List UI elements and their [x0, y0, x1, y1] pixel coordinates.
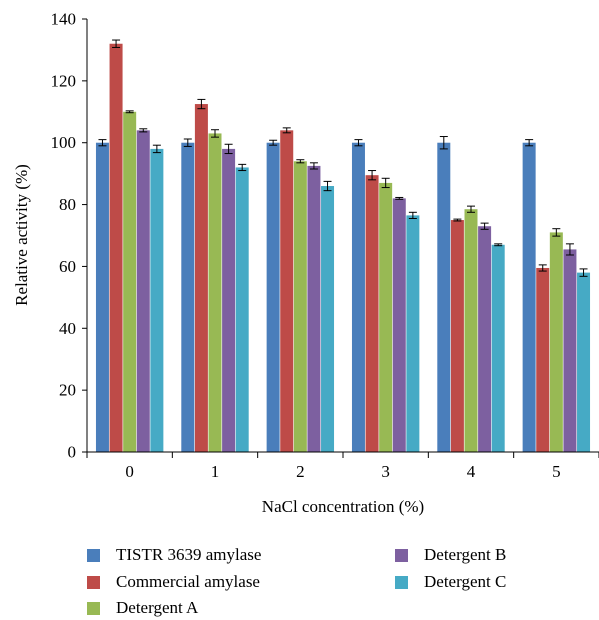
error-bar	[439, 136, 448, 150]
bar	[577, 272, 591, 452]
bar	[266, 142, 280, 452]
y-axis-label: Relative activity (%)	[12, 164, 31, 306]
error-bar	[309, 162, 318, 170]
error-bar	[565, 243, 574, 256]
bar	[406, 215, 420, 452]
x-tick-label: 5	[552, 462, 561, 481]
x-tick-label: 2	[296, 462, 305, 481]
bar	[450, 220, 464, 452]
y-tick-label: 40	[59, 319, 76, 338]
y-tick-label: 80	[59, 195, 76, 214]
bar	[194, 104, 208, 452]
error-bar	[538, 264, 547, 272]
y-tick-label: 0	[68, 443, 77, 462]
error-bar	[112, 39, 121, 48]
y-tick-label: 120	[51, 71, 77, 90]
bar	[392, 198, 406, 452]
y-axis: 0 20 40 60 80 100 120 140	[51, 10, 88, 462]
bar	[307, 165, 321, 453]
error-bar	[224, 143, 233, 155]
bar	[464, 209, 478, 452]
error-bar	[152, 144, 161, 154]
error-bar	[197, 98, 206, 110]
bar	[522, 142, 536, 452]
y-tick-label: 60	[59, 257, 76, 276]
error-bar	[552, 228, 561, 237]
bar	[150, 148, 164, 452]
error-bar	[269, 139, 278, 146]
bar	[549, 232, 563, 452]
y-tick-label: 100	[51, 133, 77, 152]
y-tick-label: 140	[51, 10, 77, 29]
error-bar	[354, 139, 363, 147]
error-bar	[381, 177, 390, 189]
bar	[109, 43, 123, 452]
x-tick-label: 1	[211, 462, 220, 481]
bar	[136, 130, 150, 453]
error-bar	[98, 139, 107, 147]
error-bar	[494, 243, 503, 247]
bars	[95, 39, 591, 453]
bar	[123, 111, 137, 453]
error-bar	[238, 163, 247, 172]
error-bar	[467, 205, 475, 213]
error-bar	[453, 218, 462, 222]
x-tick-label: 4	[467, 462, 476, 481]
bar	[437, 142, 451, 452]
bar	[293, 161, 307, 452]
bar	[235, 167, 249, 452]
error-bar	[395, 196, 404, 200]
error-bar	[139, 128, 148, 133]
bar	[379, 182, 393, 452]
bar	[478, 226, 492, 452]
error-bar	[125, 110, 134, 114]
error-bar	[282, 127, 291, 134]
bar	[95, 142, 109, 452]
error-bar	[211, 129, 219, 138]
bar	[208, 133, 222, 452]
error-bar	[183, 138, 192, 147]
error-bar	[480, 222, 489, 230]
x-axis-label: NaCl concentration (%)	[262, 497, 424, 516]
error-bar	[408, 211, 417, 219]
bar	[222, 148, 236, 452]
y-tick-label: 20	[59, 381, 76, 400]
bar	[181, 142, 195, 452]
bar	[351, 142, 365, 452]
x-axis: 0 1 2 3 4 5	[86, 451, 599, 481]
bar	[491, 244, 505, 452]
bar	[365, 175, 379, 453]
x-tick-label: 3	[381, 462, 390, 481]
error-bar	[579, 268, 588, 277]
bar	[321, 186, 335, 452]
error-bar	[296, 159, 305, 164]
x-tick-label: 0	[125, 462, 134, 481]
bar	[563, 249, 577, 452]
error-bar	[368, 170, 377, 181]
bar	[280, 130, 294, 453]
error-bar	[323, 180, 332, 192]
bar	[536, 267, 550, 452]
error-bar	[525, 139, 534, 147]
